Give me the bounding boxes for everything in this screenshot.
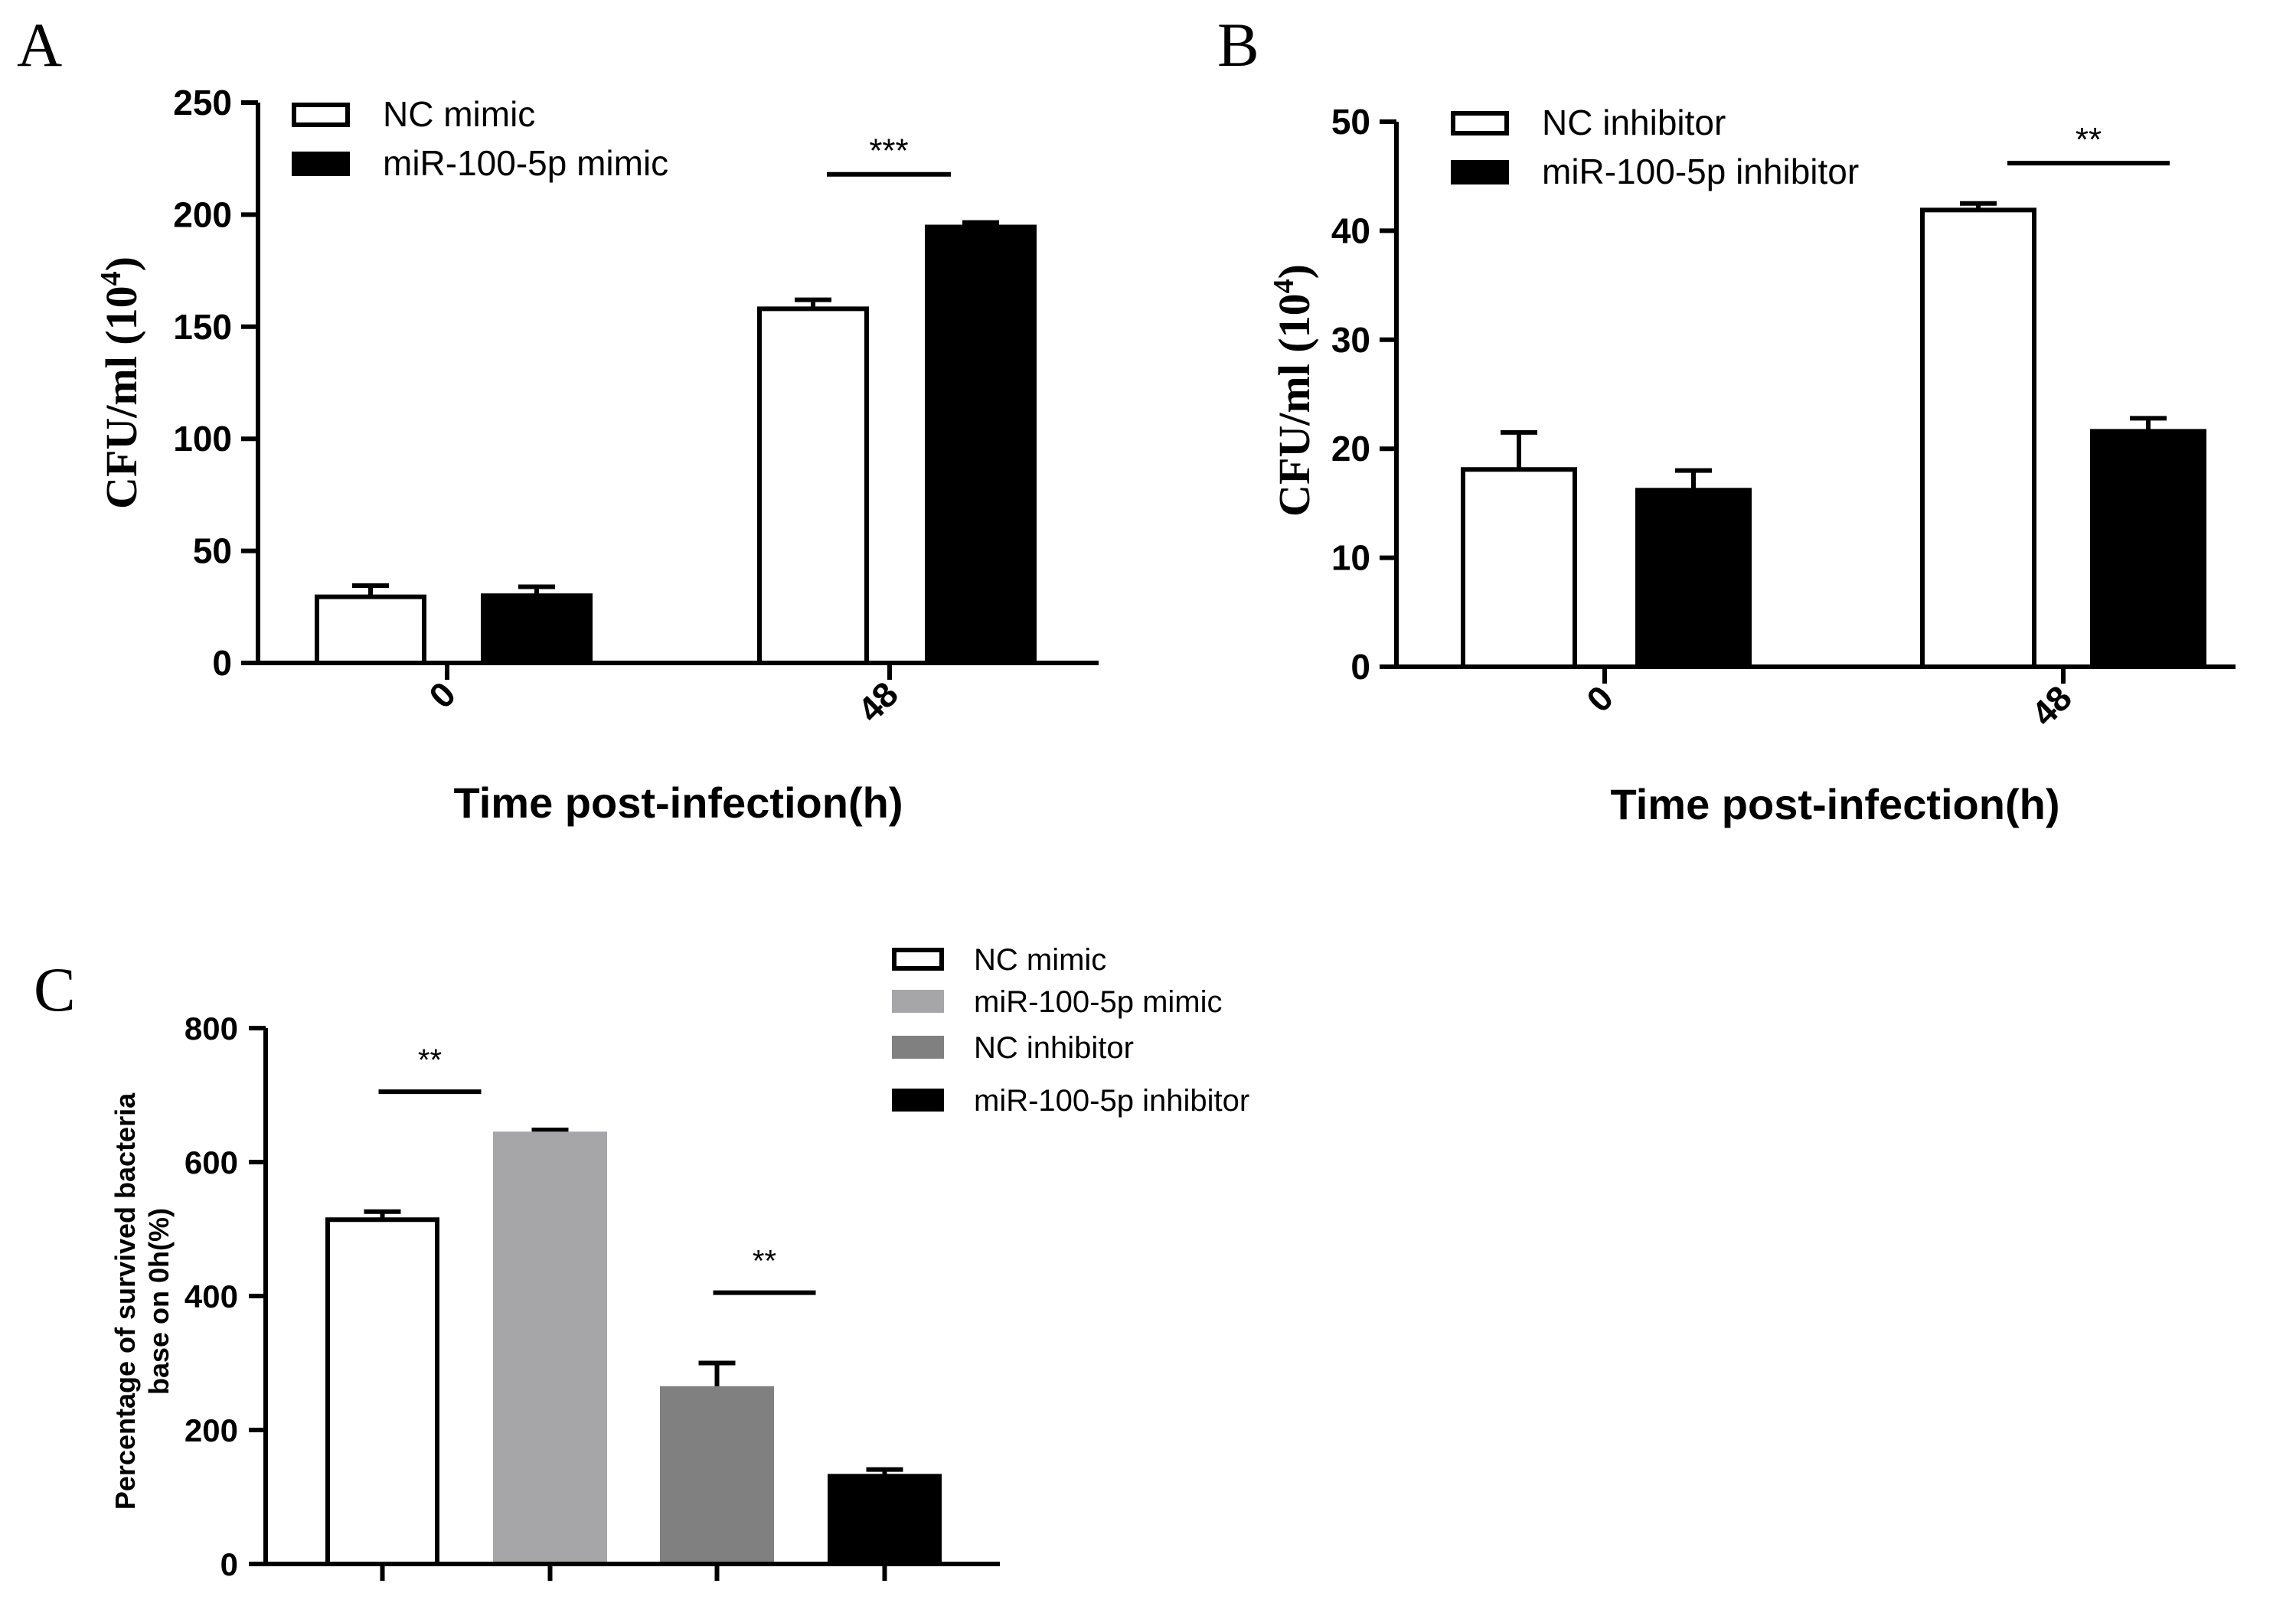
legend-swatch	[292, 152, 350, 176]
panel-label-c: C	[34, 955, 76, 1024]
legend-label: NC inhibitor	[1542, 103, 1726, 142]
legend-swatch	[892, 1089, 944, 1112]
legend-swatch	[892, 948, 944, 971]
y-tick-label: 400	[185, 1278, 238, 1314]
y-axis-title: CFU/ml (104)	[95, 256, 146, 509]
legend-label: miR-100-5p inhibitor	[974, 1084, 1249, 1118]
bar	[493, 1131, 607, 1566]
y-tick-label: 0	[220, 1546, 238, 1582]
bar	[315, 594, 426, 666]
y-tick-label: 20	[1331, 429, 1370, 468]
y-tick-label: 30	[1331, 320, 1370, 360]
y-tick-label: 200	[185, 1412, 238, 1448]
x-tick-label: 48	[850, 674, 906, 730]
legend-swatch	[892, 1036, 944, 1059]
significance-label: **	[418, 1043, 442, 1077]
bar	[925, 224, 1037, 665]
legend-label: miR-100-5p mimic	[974, 985, 1223, 1019]
bar	[757, 306, 869, 665]
x-tick-label: 48	[2023, 677, 2079, 733]
bar	[1635, 488, 1752, 670]
legend-swatch	[892, 990, 944, 1013]
x-tick-label: 0	[1579, 677, 1621, 720]
chart-c: 0 200 400 600 800 Percentage of survived bact…	[109, 943, 1249, 1582]
significance-label: **	[753, 1245, 776, 1278]
y-axis-title-line: Percentage of survived bacteria	[109, 1092, 141, 1510]
y-tick-label: 250	[173, 83, 232, 122]
bar	[325, 1217, 439, 1566]
legend-label: NC inhibitor	[974, 1031, 1134, 1065]
y-tick-label: 0	[1350, 647, 1370, 687]
legend-label: NC mimic	[974, 943, 1106, 977]
panel-label-a: A	[17, 10, 62, 80]
bar	[481, 593, 593, 665]
x-tick-label: 0	[421, 674, 463, 716]
y-tick-label: 50	[1331, 102, 1370, 142]
y-tick-label: 10	[1331, 538, 1370, 578]
chart-a: 0 50 100 150 200 250 0 48 Time post-infection(h)…	[95, 83, 1099, 827]
y-tick-label: 600	[185, 1144, 238, 1180]
x-axis-title: Time post-infection(h)	[454, 779, 903, 827]
significance-label: ***	[869, 132, 908, 170]
legend-swatch	[1451, 111, 1509, 135]
legend-swatch	[1451, 160, 1509, 184]
bar	[660, 1386, 774, 1566]
bar	[1461, 467, 1577, 669]
panel-label-b: B	[1217, 10, 1259, 80]
bar	[2090, 429, 2206, 670]
y-tick-label: 150	[173, 307, 232, 347]
legend-label: miR-100-5p inhibitor	[1542, 152, 1859, 191]
y-axis-title-line: base on 0h(%)	[143, 1208, 175, 1395]
y-tick-label: 800	[185, 1010, 238, 1046]
y-tick-label: 40	[1331, 211, 1370, 250]
legend-label: miR-100-5p mimic	[383, 143, 668, 183]
bar	[1920, 207, 2036, 669]
x-axis-title: Time post-infection(h)	[1611, 780, 2060, 828]
y-axis-title: Percentage of survived bacteriabase on 0…	[109, 1092, 175, 1510]
y-tick-label: 50	[193, 531, 232, 571]
legend-swatch	[292, 103, 350, 127]
chart-b: 0 10 20 30 40 50 0 48 Time post-infection(h) CFU/…	[1268, 102, 2236, 828]
y-tick-label: 0	[212, 643, 232, 683]
y-axis-title: CFU/ml (104)	[1268, 264, 1319, 517]
significance-label: **	[2076, 121, 2102, 158]
y-tick-label: 200	[173, 194, 232, 234]
legend-label: NC mimic	[383, 94, 535, 134]
bar	[828, 1474, 942, 1566]
y-tick-label: 100	[173, 419, 232, 459]
